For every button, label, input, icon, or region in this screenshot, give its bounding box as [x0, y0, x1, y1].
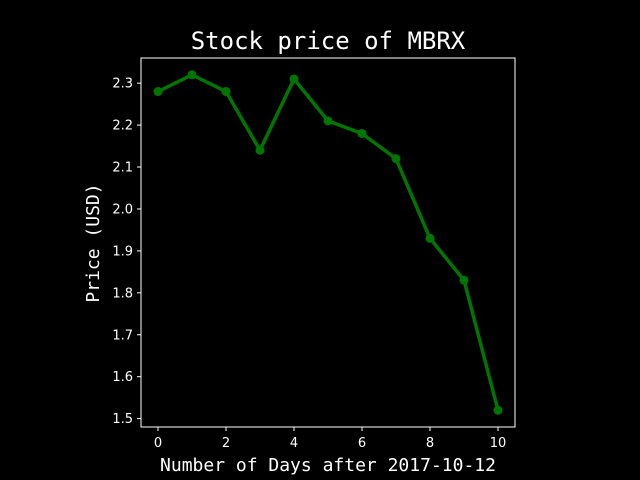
- x-tick-label: 6: [358, 436, 366, 451]
- data-point: [391, 154, 401, 164]
- data-point: [289, 74, 299, 84]
- x-tick-label: 4: [290, 436, 298, 451]
- x-axis-label: Number of Days after 2017-10-12: [160, 455, 496, 476]
- y-axis-label: Price (USD): [83, 183, 104, 302]
- y-tick-label: 1.8: [112, 286, 133, 301]
- y-tick-label: 1.6: [112, 370, 133, 385]
- y-axis: 1.5 1.6 1.7 1.8 1.9 2.0 2.1 2.2 2.3: [112, 77, 141, 427]
- data-point: [187, 70, 197, 80]
- x-tick-label: 10: [490, 436, 507, 451]
- x-tick-label: 8: [426, 436, 434, 451]
- data-point: [323, 116, 333, 126]
- chart-title: Stock price of MBRX: [191, 27, 466, 55]
- y-tick-label: 2.0: [112, 202, 133, 217]
- x-axis: 0 2 4 6 8 10: [154, 427, 506, 451]
- y-tick-label: 2.1: [112, 161, 133, 176]
- y-tick-label: 2.2: [112, 119, 133, 134]
- y-tick-label: 1.9: [112, 244, 133, 259]
- y-tick-label: 2.3: [112, 77, 133, 92]
- data-point: [153, 87, 163, 97]
- data-point: [459, 275, 469, 285]
- plot-area-frame: [140, 57, 516, 428]
- price-points: [153, 70, 503, 415]
- data-point: [493, 405, 503, 415]
- y-tick-label: 1.7: [112, 328, 133, 343]
- data-point: [425, 233, 435, 243]
- x-tick-label: 0: [154, 436, 162, 451]
- x-tick-label: 2: [222, 436, 230, 451]
- data-point: [357, 128, 367, 138]
- data-point: [221, 87, 231, 97]
- y-tick-label: 1.5: [112, 412, 133, 427]
- data-point: [255, 145, 265, 155]
